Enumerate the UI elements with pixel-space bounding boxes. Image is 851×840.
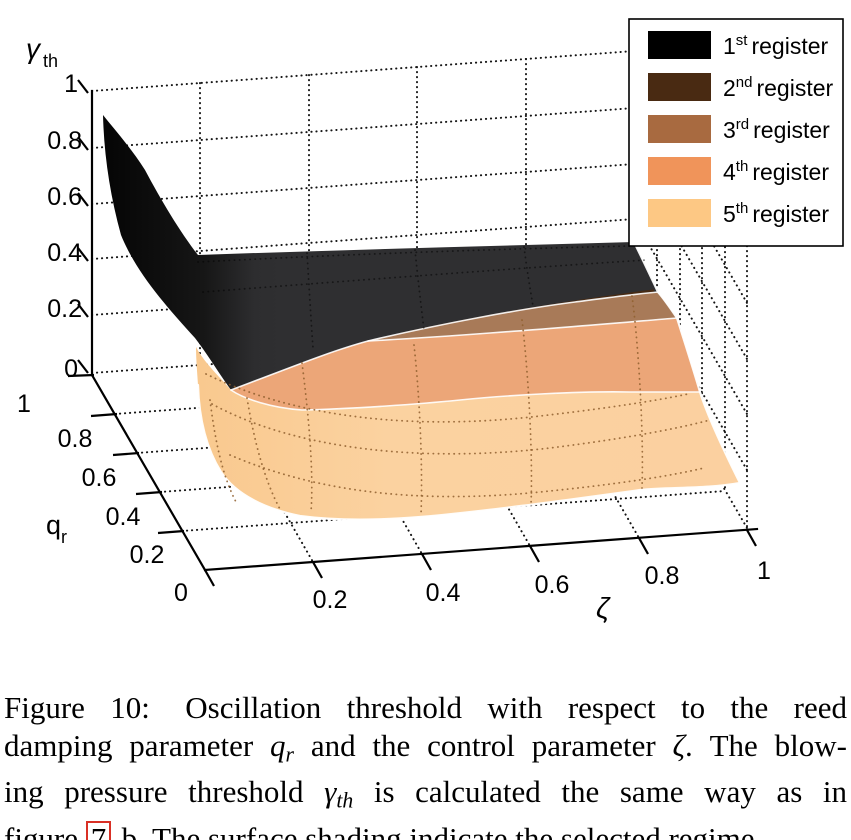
qr-tick-02: 0.2	[130, 541, 165, 569]
zeta-tick-08: 0.8	[645, 562, 680, 590]
qr-tick-04: 0.4	[106, 503, 141, 531]
caption-line-4: figure 7 -b. The surface shading indicate…	[4, 820, 847, 840]
caption-text: damping parameter	[4, 728, 271, 763]
legend-item-1: 1st register	[723, 32, 829, 59]
gamma-axis-symbol: γ	[26, 33, 42, 64]
caption-text: figure	[4, 820, 86, 840]
qr-tick-08: 0.8	[58, 425, 93, 453]
gridline-floor-z04	[308, 356, 423, 555]
corner-tick-0: 0	[174, 579, 188, 607]
legend: 1st register 2nd register 3rd register 4th r…	[628, 18, 844, 247]
legend-swatch-2	[648, 73, 711, 101]
seam-3rd-4th	[367, 317, 678, 342]
figure-7-reference[interactable]: 7	[85, 820, 112, 840]
legend-swatch-1	[648, 31, 711, 59]
gamma-tick-02: 0.2	[47, 295, 82, 323]
surface-register-4	[231, 318, 700, 410]
zeta-axis-title: ζ	[596, 593, 611, 625]
gamma-tick-labels: 1 0.8 0.6 0.4 0.2 0	[47, 70, 82, 383]
legend-item-4: 4th register	[723, 158, 829, 185]
caption-text: Oscillation threshold with respect to th…	[185, 690, 847, 725]
caption-text: . The blow-	[685, 728, 847, 763]
math-sub-th: th	[336, 788, 354, 813]
figure-caption: Figure 10: Oscillation threshold with re…	[0, 689, 851, 840]
zeta-tick-04: 0.4	[426, 579, 461, 607]
caption-text: ing pressure threshold	[4, 774, 325, 810]
gamma-tick-04: 0.4	[47, 239, 82, 267]
surface-register-5	[196, 347, 740, 520]
caption-text: -b. The surface shading indicate the sel…	[111, 820, 763, 840]
seam-front-bottom-edge	[196, 383, 742, 521]
gamma-axis-title: γ th	[26, 33, 58, 71]
zeta-tick-02: 0.2	[313, 586, 348, 614]
zeta-tick-1: 1	[757, 557, 771, 585]
caption-line-2: damping parameter qr and the control par…	[4, 727, 847, 773]
legend-swatch-5	[648, 199, 711, 227]
qr-tick-06: 0.6	[82, 464, 117, 492]
gridline-floor-z06	[416, 348, 531, 547]
gamma-tick-0: 0	[64, 355, 78, 383]
gridline-floor-q02	[181, 490, 726, 532]
zeta-axis-ticks	[204, 529, 757, 587]
gamma-tick-08: 0.8	[47, 127, 82, 155]
math-var-q: q	[270, 728, 286, 763]
seam-black-bands	[230, 291, 659, 391]
axis-lines	[90, 89, 759, 572]
math-sub-r: r	[285, 742, 294, 767]
surface-register-3	[368, 292, 677, 341]
surface-mesh-dark	[197, 245, 647, 349]
gridline-floor-z02	[199, 364, 314, 563]
qr-axis-line	[90, 373, 207, 572]
seam-right-silhouette	[632, 240, 742, 485]
figure-label: Figure 10:	[4, 690, 150, 725]
qr-tick-1: 1	[17, 390, 31, 418]
math-var-gamma: γ	[324, 774, 337, 810]
gamma-axis-subscript: th	[43, 51, 58, 71]
surface-mesh-orange	[205, 295, 711, 516]
gamma-axis-ticks	[77, 79, 89, 374]
legend-item-2: 2nd register	[723, 74, 834, 101]
gridline-gamma-1	[91, 50, 635, 92]
surface-register-1	[103, 115, 658, 390]
zeta-axis-line	[203, 527, 759, 572]
qr-axis-symbol: q	[46, 510, 61, 540]
zeta-tick-06: 0.6	[535, 571, 570, 599]
zeta-tick-labels: 0 0.2 0.4 0.6 0.8 1	[174, 557, 771, 614]
caption-text: and the control parameter	[294, 728, 673, 763]
legend-swatch-3	[648, 115, 711, 143]
gridline-gamma-06	[91, 163, 635, 205]
gridline-gamma-08	[91, 107, 635, 149]
gridline-gamma-0	[91, 332, 635, 374]
legend-item-3: 3rd register	[723, 116, 830, 143]
qr-tick-labels: 1 0.8 0.6 0.4 0.2	[17, 390, 164, 569]
caption-line-1: Figure 10: Oscillation threshold with re…	[4, 689, 847, 727]
surface-plot-area: 1 0.8 0.6 0.4 0.2 0 1 0.8 0.6 0.4 0.2 0 …	[17, 18, 844, 625]
gridline-floor-z08	[525, 340, 640, 539]
qr-axis-ticks	[67, 373, 185, 535]
math-var-zeta: ζ	[672, 728, 686, 763]
caption-text: is calculated the same way as in	[353, 774, 847, 810]
legend-item-5: 5th register	[723, 200, 829, 227]
legend-swatch-4	[648, 157, 711, 185]
gamma-tick-06: 0.6	[47, 183, 82, 211]
qr-axis-subscript: r	[61, 527, 67, 547]
gamma-tick-1: 1	[64, 70, 78, 98]
qr-axis-title: q r	[46, 510, 67, 547]
caption-line-3: ing pressure threshold γth is calculated…	[4, 773, 847, 819]
seam-4th-5th	[230, 389, 701, 411]
